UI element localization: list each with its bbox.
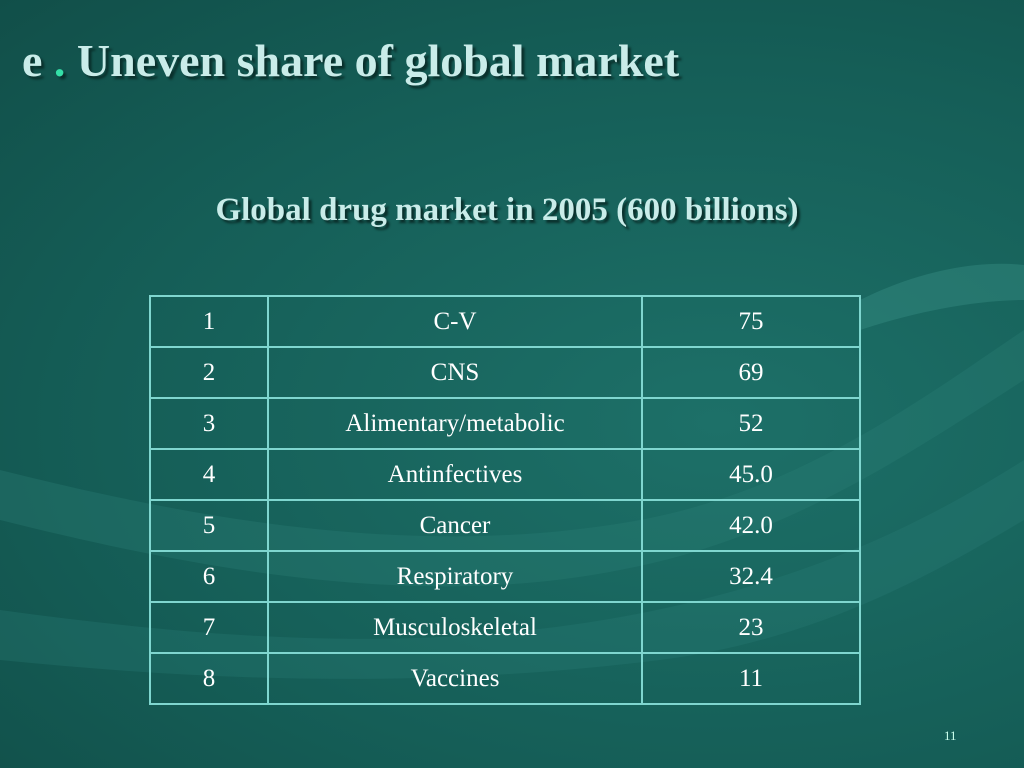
table-row: 8 Vaccines 11 xyxy=(149,652,861,705)
slide-title: e . Uneven share of global market xyxy=(22,34,679,87)
table-cell: 11 xyxy=(641,652,861,705)
table-cell: Respiratory xyxy=(267,550,643,603)
table-cell: 2 xyxy=(149,346,269,399)
table-cell: 69 xyxy=(641,346,861,399)
table-cell: 45.0 xyxy=(641,448,861,501)
table-cell: Musculoskeletal xyxy=(267,601,643,654)
table-row: 2 CNS 69 xyxy=(149,346,861,399)
table-row: 7 Musculoskeletal 23 xyxy=(149,601,861,654)
table-cell: 23 xyxy=(641,601,861,654)
table-cell: CNS xyxy=(267,346,643,399)
table-row: 5 Cancer 42.0 xyxy=(149,499,861,552)
table-cell: Cancer xyxy=(267,499,643,552)
table-cell: 32.4 xyxy=(641,550,861,603)
table-cell: 4 xyxy=(149,448,269,501)
title-dot: . xyxy=(53,35,66,86)
swirl xyxy=(860,263,1024,330)
table-row: 4 Antinfectives 45.0 xyxy=(149,448,861,501)
table-row: 6 Respiratory 32.4 xyxy=(149,550,861,603)
market-table: 1 C-V 75 2 CNS 69 3 Alimentary/metabolic 52 4 Anti… xyxy=(149,295,861,705)
subtitle: Global drug market in 2005 (600 billions… xyxy=(215,192,799,228)
table-row: 1 C-V 75 xyxy=(149,295,861,348)
table-cell: C-V xyxy=(267,295,643,348)
table-row: 3 Alimentary/metabolic 52 xyxy=(149,397,861,450)
title-prefix: e xyxy=(22,35,43,86)
table-cell: Antinfectives xyxy=(267,448,643,501)
table-cell: Alimentary/metabolic xyxy=(267,397,643,450)
table-cell: Vaccines xyxy=(267,652,643,705)
table-cell: 75 xyxy=(641,295,861,348)
page-number: 11 xyxy=(944,728,957,743)
table-cell: 1 xyxy=(149,295,269,348)
table-cell: 3 xyxy=(149,397,269,450)
title-text: Uneven share of global market xyxy=(76,35,680,86)
table-cell: 8 xyxy=(149,652,269,705)
table-cell: 5 xyxy=(149,499,269,552)
table-cell: 6 xyxy=(149,550,269,603)
table-cell: 7 xyxy=(149,601,269,654)
table-cell: 52 xyxy=(641,397,861,450)
table-cell: 42.0 xyxy=(641,499,861,552)
